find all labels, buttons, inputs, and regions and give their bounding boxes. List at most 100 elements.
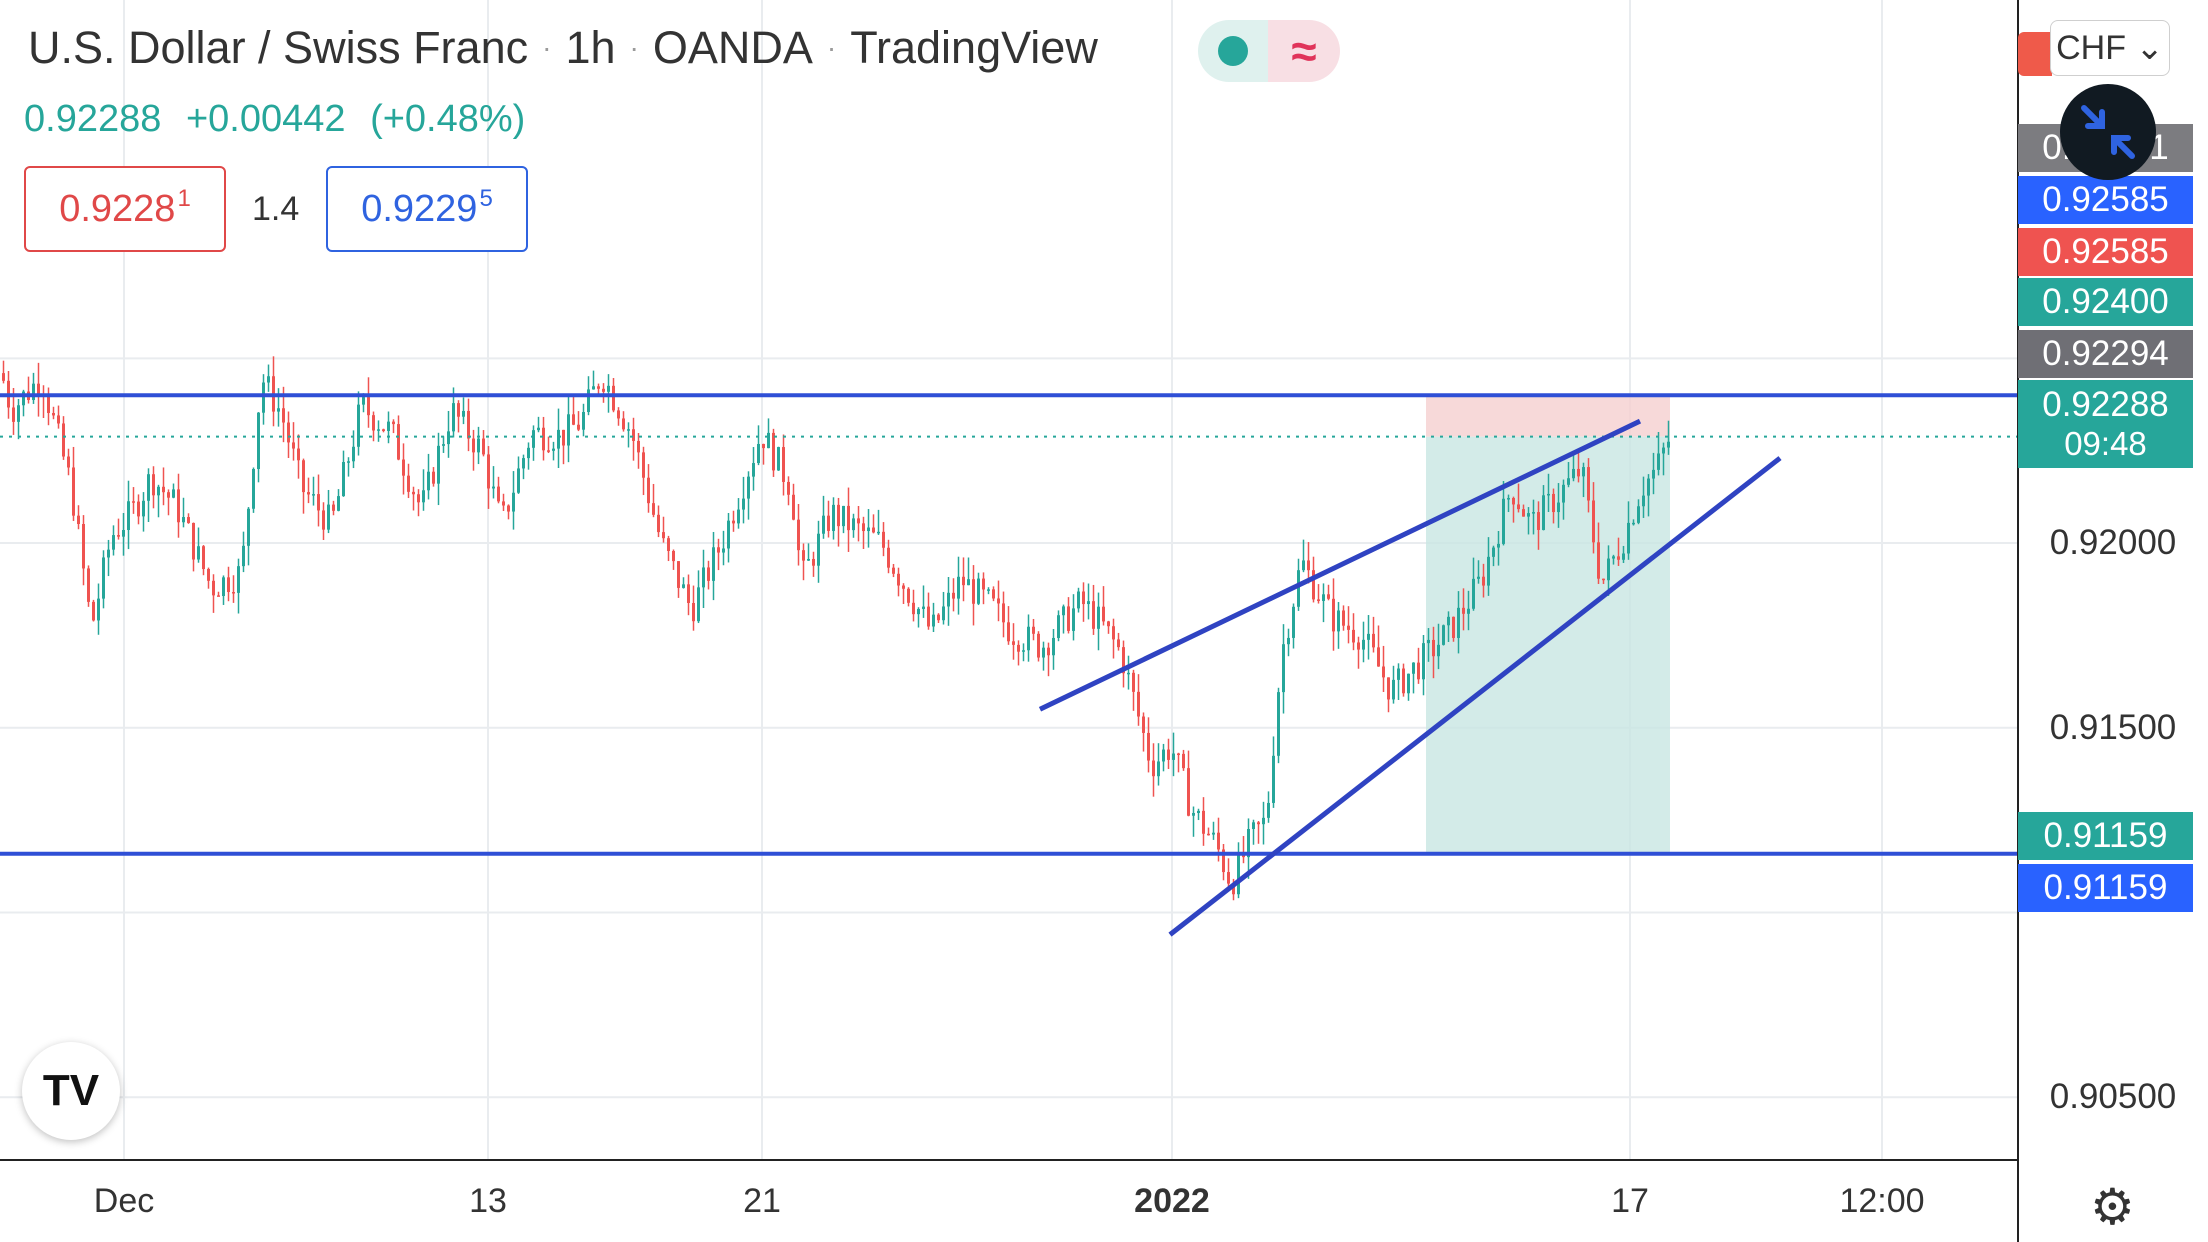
candle-body xyxy=(767,432,770,449)
candle-body xyxy=(1247,829,1250,858)
candle-body xyxy=(1042,647,1045,658)
price-axis-label: 0.91500 xyxy=(2049,707,2177,747)
candle-body xyxy=(1032,626,1035,634)
candle-body xyxy=(1022,650,1025,652)
candle-body xyxy=(1292,606,1295,638)
candle-body xyxy=(397,424,400,460)
candle-body xyxy=(422,490,425,503)
candle-body xyxy=(1237,852,1240,895)
candle-body xyxy=(1582,467,1585,477)
candle-body xyxy=(1167,749,1170,760)
candle-body xyxy=(307,492,310,495)
candle-body xyxy=(862,523,865,532)
candle-body xyxy=(942,606,945,621)
quote-line: 0.92288 +0.00442 (+0.48%) xyxy=(24,98,539,141)
candle-body xyxy=(347,461,350,463)
candle-body xyxy=(877,531,880,534)
candle-body xyxy=(382,429,385,431)
candle-body xyxy=(1057,615,1060,638)
candle-body xyxy=(1442,625,1445,645)
candle-body xyxy=(1152,760,1155,777)
candle-body xyxy=(762,443,765,449)
candle-body xyxy=(1187,768,1190,816)
candle-body xyxy=(1532,512,1535,514)
title-separator: · xyxy=(826,32,837,63)
candle-body xyxy=(787,481,790,495)
candle-body xyxy=(472,438,475,453)
candle-body xyxy=(1207,833,1210,836)
candle-body xyxy=(567,414,570,446)
candle-body xyxy=(482,438,485,455)
time-axis-label: 17 xyxy=(1611,1182,1649,1220)
candle-body xyxy=(672,550,675,562)
candle-body xyxy=(172,489,175,498)
currency-button[interactable]: CHF ⌄ xyxy=(2050,20,2170,76)
minimize-button[interactable] xyxy=(2060,84,2156,180)
candle-body xyxy=(662,532,665,539)
interval-label[interactable]: 1h xyxy=(565,22,616,73)
candle-body xyxy=(1557,502,1560,513)
candle-body xyxy=(1122,647,1125,674)
candle-body xyxy=(1272,755,1275,803)
candle-body xyxy=(1407,673,1410,694)
candle-body xyxy=(77,515,80,525)
settings-gear-icon[interactable]: ⚙ xyxy=(2090,1179,2135,1235)
candle-body xyxy=(1377,647,1380,667)
candle-body xyxy=(1092,601,1095,629)
symbol-name[interactable]: U.S. Dollar / Swiss Franc xyxy=(28,22,529,73)
candle-body xyxy=(297,448,300,461)
sell-button[interactable]: 0.9228 1 xyxy=(24,166,226,252)
candle-body xyxy=(147,474,150,501)
candle-body xyxy=(1062,606,1065,616)
candle-body xyxy=(1182,753,1185,769)
candle-body xyxy=(2,373,5,381)
candle-body xyxy=(252,469,255,509)
candle-body xyxy=(827,515,830,531)
candle-body xyxy=(1382,666,1385,678)
candle-body xyxy=(522,458,525,469)
candle-body xyxy=(52,413,55,416)
candle-body xyxy=(1067,606,1070,631)
candle-body xyxy=(442,444,445,446)
candle-body xyxy=(1567,478,1570,485)
title-separator: · xyxy=(629,32,639,63)
candle-body xyxy=(127,501,130,531)
candle-body xyxy=(182,517,185,523)
candle-body xyxy=(637,440,640,453)
candle-body xyxy=(497,486,500,502)
drawing-lines xyxy=(0,393,2018,937)
candle-body xyxy=(82,524,85,569)
candle-body xyxy=(212,580,215,596)
price-label: 0.92294 xyxy=(2018,330,2193,378)
candle-body xyxy=(1667,441,1670,448)
candle-body xyxy=(1127,672,1130,675)
candle-body xyxy=(892,567,895,574)
candle-body xyxy=(107,549,110,558)
candle-body xyxy=(1467,608,1470,614)
candle-body xyxy=(337,496,340,511)
candle-body xyxy=(692,603,695,622)
candle-body xyxy=(1607,558,1610,581)
candle-body xyxy=(462,410,465,417)
market-status-pill[interactable]: ≈ xyxy=(1198,20,1340,82)
candle-body xyxy=(1597,542,1600,579)
platform-label: TradingView xyxy=(850,22,1098,73)
candle-body xyxy=(1642,495,1645,507)
candle-body xyxy=(417,494,420,503)
candle-body xyxy=(1102,606,1105,622)
candle-body xyxy=(1402,668,1405,694)
candle-body xyxy=(1047,647,1050,656)
market-open-icon xyxy=(1198,20,1268,82)
buy-button[interactable]: 0.9229 5 xyxy=(326,166,528,252)
candle-body xyxy=(1437,644,1440,657)
tradingview-logo[interactable]: TV xyxy=(22,1042,120,1140)
candle-body xyxy=(677,561,680,588)
candle-body xyxy=(602,388,605,392)
candle-body xyxy=(32,383,35,401)
candle-body xyxy=(882,531,885,548)
time-axis-label: 13 xyxy=(469,1182,507,1220)
candle-body xyxy=(457,403,460,417)
candle-body xyxy=(722,548,725,553)
candle-body xyxy=(97,598,100,621)
candle-body xyxy=(577,424,580,430)
